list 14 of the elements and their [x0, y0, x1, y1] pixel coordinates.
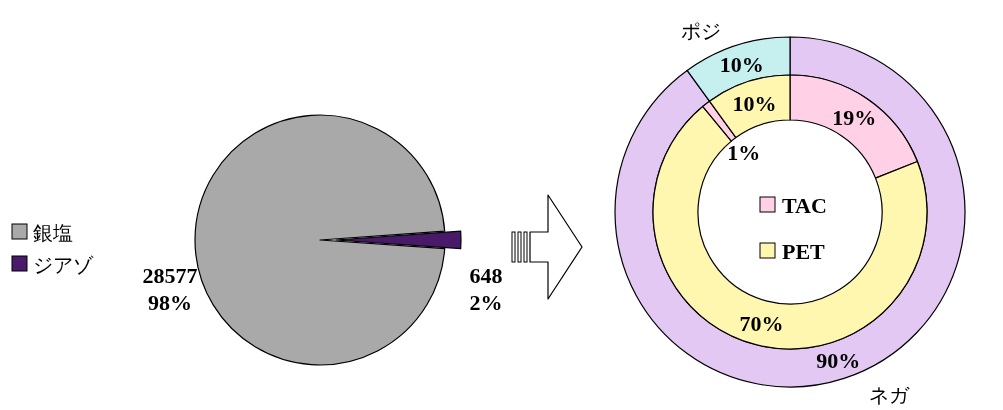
data-label: 90%: [816, 348, 861, 374]
data-label: 648 2%: [469, 262, 503, 315]
slice-label: ネガ: [869, 382, 911, 407]
data-label: 10%: [732, 91, 777, 117]
legend-label: 銀塩: [33, 221, 73, 245]
legend-label: PET: [782, 239, 826, 264]
data-label: 10%: [719, 51, 764, 77]
data-label: 1%: [727, 140, 761, 166]
legend-label: ジアゾ: [33, 253, 94, 277]
slice-label: ポジ: [680, 19, 721, 44]
data-label: 28577 98%: [142, 263, 198, 316]
data-label: 19%: [832, 105, 877, 131]
data-label: 70%: [739, 310, 784, 336]
legend-label: TAC: [782, 193, 827, 218]
